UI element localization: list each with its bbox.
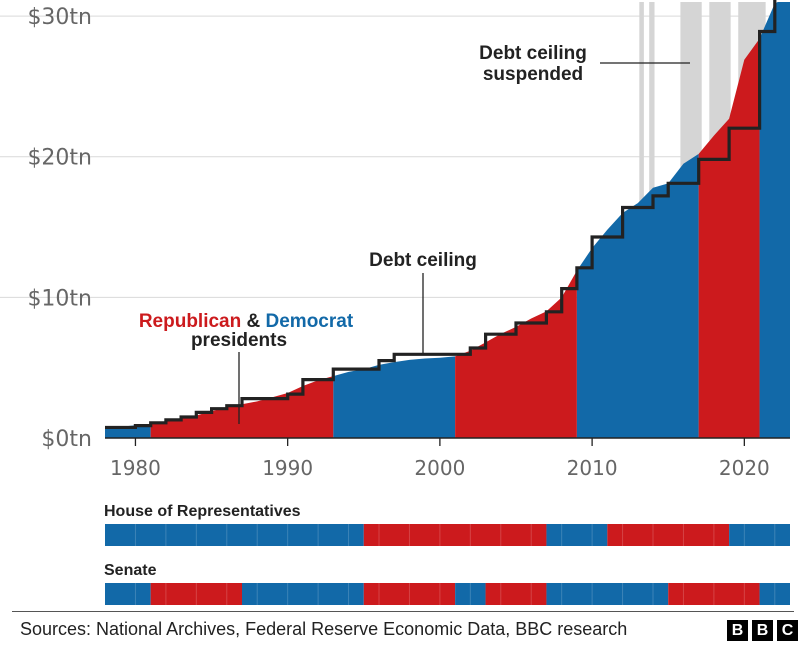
senate-period-6	[546, 583, 669, 605]
president-period-1	[150, 2, 334, 438]
senate-title: Senate	[104, 562, 157, 579]
x-tick-label-2: 2000	[414, 456, 465, 480]
house-period-4	[729, 524, 790, 546]
house-strip	[105, 524, 790, 546]
house-period-2	[546, 524, 608, 546]
debt-ceiling-line	[105, 0, 777, 430]
senate-period-5	[485, 583, 547, 605]
y-tick-label-0: $0tn	[41, 427, 92, 452]
logo-letter-2: B	[752, 620, 773, 641]
footer-rule	[12, 611, 794, 612]
senate-period-4	[455, 583, 486, 605]
president-period-0	[105, 2, 151, 438]
party-legend: Republican & Democrat	[139, 311, 354, 332]
y-tick-label-1: $10tn	[27, 286, 92, 311]
suspended-label-line1: Debt ceiling	[479, 43, 587, 64]
house-period-0	[105, 524, 364, 546]
house-period-3	[607, 524, 730, 546]
bbc-logo: B B C	[727, 620, 798, 641]
senate-strip	[105, 583, 790, 605]
house-period-1	[363, 524, 547, 546]
house-title: House of Representatives	[104, 503, 301, 520]
ceiling-annotation: Debt ceiling	[369, 250, 477, 355]
x-tick-label-0: 1980	[110, 456, 161, 480]
logo-letter-1: B	[727, 620, 748, 641]
debt-ceiling-path	[105, 0, 777, 430]
suspended-annotation: Debt ceiling suspended	[479, 43, 690, 85]
president-period-6	[759, 2, 790, 438]
x-tick-label-3: 2010	[567, 456, 618, 480]
presidents-label: presidents	[191, 330, 287, 351]
senate-period-7	[668, 583, 760, 605]
amp-label: &	[241, 311, 265, 332]
senate-period-3	[363, 583, 456, 605]
democrat-label: Democrat	[266, 311, 354, 332]
senate-period-0	[105, 583, 151, 605]
y-tick-label-3: $30tn	[27, 5, 92, 30]
source-note: Sources: National Archives, Federal Rese…	[20, 619, 628, 639]
senate-period-2	[242, 583, 364, 605]
x-tick-label-1: 1990	[262, 456, 313, 480]
axis-ticks: $0tn $10tn $20tn $30tn 1980 1990 2000 2010 2020	[27, 5, 790, 480]
president-period-2	[333, 2, 456, 438]
suspended-label-line2: suspended	[483, 64, 583, 85]
logo-letter-3: C	[777, 620, 798, 641]
y-tick-label-2: $20tn	[27, 146, 92, 171]
ceiling-label: Debt ceiling	[369, 250, 477, 271]
x-tick-label-4: 2020	[719, 456, 770, 480]
republican-label: Republican	[139, 311, 241, 332]
senate-period-1	[150, 583, 242, 605]
presidents-annotation: Republican & Democrat presidents	[139, 311, 354, 424]
senate-period-8	[759, 583, 790, 605]
